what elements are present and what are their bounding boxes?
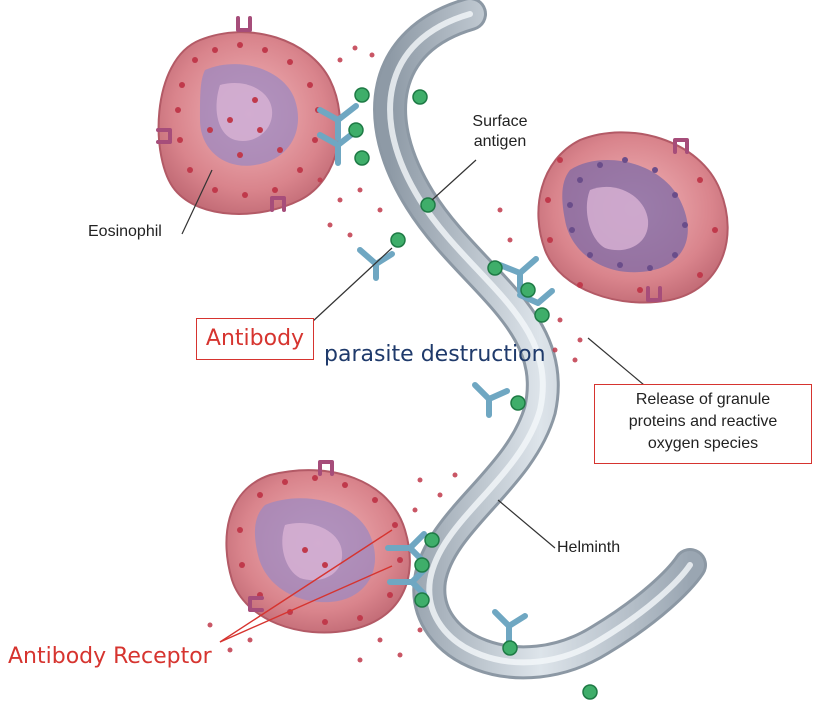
parasite-destruction-title: parasite destruction — [324, 342, 546, 367]
antibody-receptor-label: Antibody Receptor — [8, 644, 212, 669]
eosinophil-label: Eosinophil — [88, 223, 162, 240]
release-granule-label-box: Release of granule proteins and reactive… — [594, 384, 812, 464]
helminth-label: Helminth — [557, 539, 621, 556]
eosinophil-cell-top — [156, 16, 341, 215]
release-line-2: proteins and reactive — [628, 413, 778, 430]
surface-antigens — [348, 87, 598, 700]
release-line-3: oxygen species — [647, 435, 759, 452]
receptor-pointers — [219, 529, 393, 643]
helminth-worm — [373, 0, 707, 680]
antibody-label-box: Antibody — [196, 318, 314, 360]
release-line-1: Release of granule — [635, 391, 771, 408]
surface-antigen-label-line1: Surface — [472, 113, 528, 130]
surface-antigen-label-line2: antigen — [473, 133, 527, 150]
antibodies — [317, 103, 555, 645]
eosinophil-cell-bottom — [225, 460, 411, 634]
leader-lines — [181, 159, 651, 549]
surface-antigen-label: Surface antigen — [460, 112, 540, 152]
released-granules — [207, 45, 583, 663]
eosinophil-cell-right — [537, 131, 729, 304]
